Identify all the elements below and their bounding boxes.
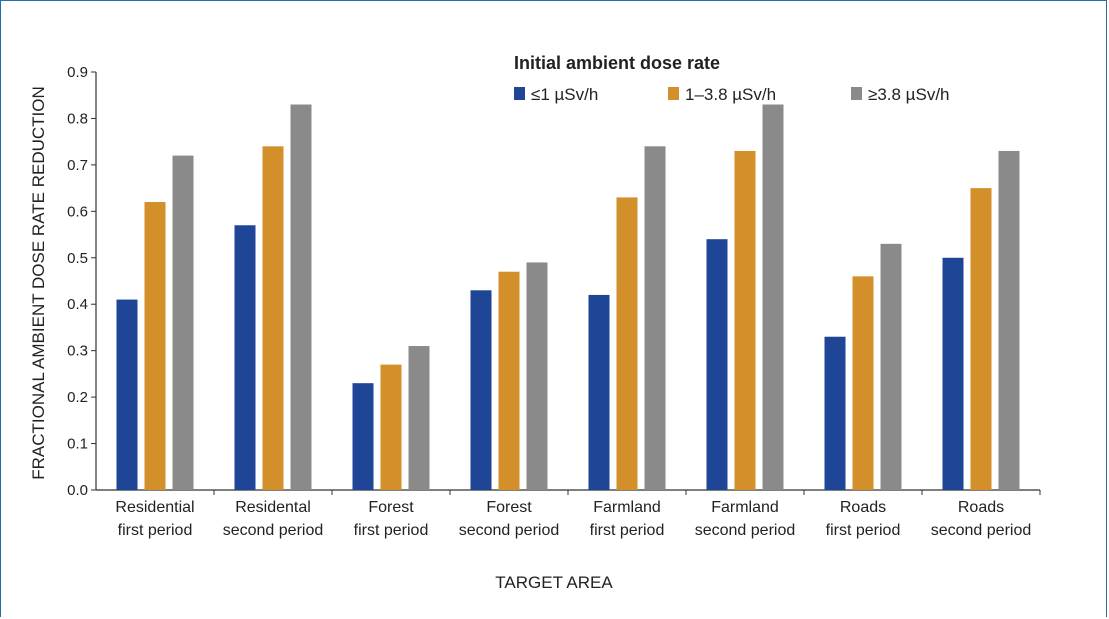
y-tick-label: 0.7 (67, 157, 88, 174)
x-tick-label: first period (590, 522, 665, 539)
bar (470, 290, 492, 490)
x-tick-label: Farmland (711, 499, 779, 516)
x-tick-label: Farmland (593, 499, 661, 516)
bar (116, 299, 138, 490)
x-tick-label: Residental (235, 499, 311, 516)
x-tick-label: second period (459, 522, 560, 539)
bar (734, 150, 756, 490)
x-tick-label: first period (118, 522, 193, 539)
y-axis-label: FRACTIONAL AMBIENT DOSE RATE REDUCTION (29, 86, 48, 480)
bar (616, 197, 638, 490)
legend-label: 1–3.8 µSv/h (685, 85, 776, 104)
bar (172, 155, 194, 490)
x-tick-label: Forest (368, 499, 414, 516)
bar (762, 104, 784, 490)
x-axis: Residential first period Residental second … (96, 489, 1041, 539)
legend-swatch (514, 87, 525, 100)
legend-label: ≥3.8 µSv/h (868, 85, 950, 104)
x-tick-label: second period (695, 522, 796, 539)
bar (526, 262, 548, 490)
y-tick-label: 0.3 (67, 343, 88, 360)
x-tick-label: Residential (115, 499, 194, 516)
y-tick-label: 0.6 (67, 203, 88, 220)
bar (262, 146, 284, 491)
bar (290, 104, 312, 490)
bar (880, 243, 902, 490)
x-tick-label: second period (931, 522, 1032, 539)
y-tick-label: 0.1 (67, 436, 88, 453)
legend-swatch (851, 87, 862, 100)
x-tick-label: first period (826, 522, 901, 539)
y-tick-label: 0.9 (67, 64, 88, 81)
x-tick-label: second period (223, 522, 324, 539)
legend-swatch (668, 87, 679, 100)
y-tick-label: 0.2 (67, 389, 88, 406)
bar (498, 271, 520, 490)
bar (644, 146, 666, 491)
x-tick-label: Roads (840, 499, 886, 516)
x-tick-label: Roads (958, 499, 1004, 516)
legend: Initial ambient dose rate ≤1 µSv/h 1–3.8 … (514, 53, 950, 104)
bar (824, 336, 846, 490)
bar (588, 294, 610, 490)
bar (352, 383, 374, 490)
y-axis: 0.0 0.1 0.2 0.3 0.4 0.5 0.6 0.7 0.8 0.9 (67, 64, 97, 499)
y-tick-label: 0.4 (67, 296, 88, 313)
bar (942, 257, 964, 490)
x-axis-label: TARGET AREA (495, 573, 613, 592)
x-tick-label: first period (354, 522, 429, 539)
bars (116, 104, 1020, 491)
y-tick-label: 0.0 (67, 482, 88, 499)
bar (380, 364, 402, 490)
bar (234, 225, 256, 490)
x-tick-label: Forest (486, 499, 532, 516)
bar (852, 276, 874, 490)
y-tick-label: 0.8 (67, 110, 88, 127)
bar (706, 239, 728, 490)
bar (998, 150, 1020, 490)
legend-label: ≤1 µSv/h (531, 85, 598, 104)
legend-title: Initial ambient dose rate (514, 53, 720, 73)
bar (970, 188, 992, 490)
bar (144, 202, 166, 491)
y-tick-label: 0.5 (67, 250, 88, 267)
bar (408, 346, 430, 490)
